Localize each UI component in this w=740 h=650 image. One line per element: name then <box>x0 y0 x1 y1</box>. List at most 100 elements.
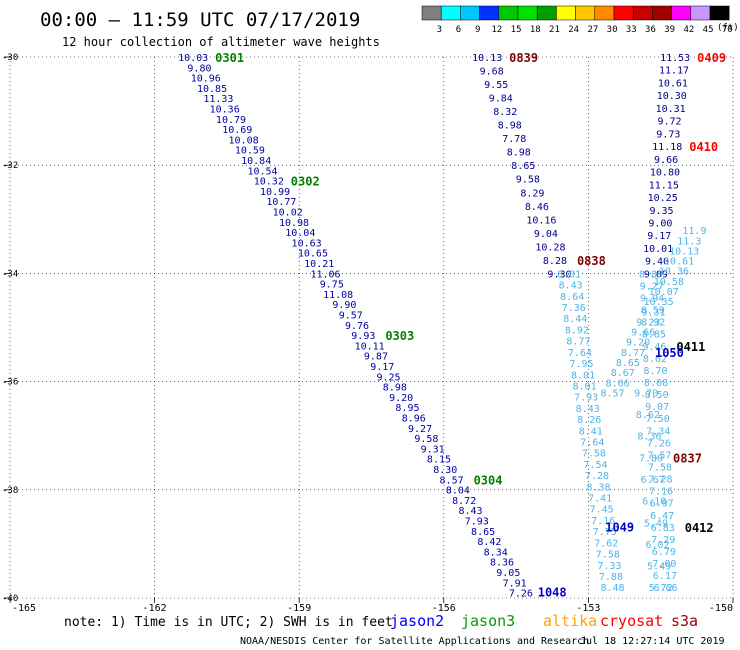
y-tick-label: -34 <box>2 269 18 279</box>
pass-time-label: 0303 <box>385 329 414 343</box>
swh-value: 10.69 <box>222 125 252 136</box>
swh-value: 7.58 <box>596 550 620 561</box>
swh-value: 10.54 <box>247 166 277 177</box>
swh-value: 10.77 <box>266 197 296 208</box>
swh-value: 9.76 <box>345 321 369 332</box>
swh-value: 7.80 <box>639 453 663 464</box>
swh-value: 10.99 <box>260 187 290 198</box>
swh-value: 11.08 <box>323 290 353 301</box>
swh-value: 8.29 <box>520 188 544 199</box>
swh-value: 10.13 <box>669 246 699 257</box>
swh-value: 6.67 <box>641 475 665 486</box>
swh-value: 9.55 <box>484 80 508 91</box>
swh-value: 9.46 <box>642 342 666 353</box>
swh-value: 7.64 <box>580 437 604 448</box>
legend-tick-label: 12 <box>491 25 502 35</box>
swh-value: 8.48 <box>600 583 624 594</box>
swh-value: 9.93 <box>351 331 375 342</box>
swh-value: 8.30 <box>433 465 457 476</box>
swh-value: 6.66 <box>653 583 677 594</box>
swh-value: 11.06 <box>310 269 340 280</box>
satellite-s3a-label: s3a <box>671 612 698 630</box>
swh-value: 9.57 <box>339 310 363 321</box>
swh-value: 9.30 <box>547 269 571 280</box>
legend-tick-label: 70 <box>722 25 733 35</box>
swh-value: 10.85 <box>197 84 227 95</box>
swh-value: 9.75 <box>320 280 344 291</box>
swh-value: 10.04 <box>285 228 315 239</box>
legend-tick-label: 15 <box>511 25 522 35</box>
swh-value: 9.20 <box>389 393 413 404</box>
swh-value: 7.16 <box>591 516 615 527</box>
pass-time-label: 0409 <box>697 51 726 65</box>
swh-value: 9.31 <box>641 307 665 318</box>
footer-credit: NOAA/NESDIS Center for Satellite Applica… <box>240 636 589 647</box>
swh-value: 8.65 <box>471 527 495 538</box>
legend-tick-label: 45 <box>703 25 714 35</box>
swh-value: 8.28 <box>543 256 567 267</box>
swh-value: 9.94 <box>640 294 664 305</box>
swh-value: 9.70 <box>634 388 658 399</box>
swh-value: 7.62 <box>594 538 618 549</box>
legend-swatch <box>632 5 653 21</box>
swh-value: 8.98 <box>498 121 522 132</box>
swh-value: 10.25 <box>648 193 678 204</box>
swh-value: 6.10 <box>642 497 666 508</box>
legend-tick-label: 42 <box>683 25 694 35</box>
legend-swatch <box>556 5 576 21</box>
chart-subtitle: 12 hour collection of altimeter wave hei… <box>62 35 380 49</box>
swh-value: 9.40 <box>645 257 669 268</box>
swh-value: 8.70 <box>643 366 667 377</box>
chart-title: 00:00 – 11:59 UTC 07/17/2019 <box>40 9 360 31</box>
legend-tick-label: 30 <box>607 25 618 35</box>
footer-note: note: 1) Time is in UTC; 2) SWH is in fe… <box>64 615 393 630</box>
swh-value: 11.9 <box>682 226 706 237</box>
swh-value: 8.62 <box>636 410 660 421</box>
swh-value: 11.3 <box>677 236 701 247</box>
swh-value: 8.89 <box>639 269 663 280</box>
pass-time-label: 0838 <box>577 254 606 268</box>
swh-value: 9.00 <box>648 218 672 229</box>
swh-value: 5.49 <box>647 562 671 573</box>
swh-value: 9.35 <box>650 206 674 217</box>
swh-value: 7.64 <box>568 348 592 359</box>
swh-value: 8.46 <box>525 202 549 213</box>
swh-value: 7.45 <box>590 505 614 516</box>
swh-value: 10.02 <box>273 207 303 218</box>
swh-value: 8.65 <box>511 161 535 172</box>
swh-value: 9.17 <box>647 231 671 242</box>
swh-value: 7.29 <box>651 535 675 546</box>
legend-swatch <box>652 5 672 21</box>
y-tick-label: -32 <box>2 161 18 171</box>
legend-tick-label: 24 <box>568 25 579 35</box>
satellite-jason2-label: jason2 <box>390 612 444 630</box>
swh-value: 7.28 <box>585 471 609 482</box>
swh-value: 8.66 <box>606 378 630 389</box>
legend-tick-label: 33 <box>626 25 637 35</box>
swh-value: 8.08 <box>644 378 668 389</box>
swh-value: 7.78 <box>502 134 526 145</box>
swh-value: 10.03 <box>178 53 208 64</box>
swh-value: 9.66 <box>631 328 655 339</box>
swh-value: 10.11 <box>355 341 385 352</box>
swh-value: 8.62 <box>643 354 667 365</box>
swh-value: 8.43 <box>576 404 600 415</box>
swh-value: 10.65 <box>298 249 328 260</box>
swh-value: 11.53 <box>660 53 690 64</box>
pass-time-label: 0302 <box>291 175 320 189</box>
swh-value: 10.98 <box>279 218 309 229</box>
swh-value: 8.59 <box>641 306 665 317</box>
swh-value: 8.15 <box>427 455 451 466</box>
legend-tick-label: 27 <box>587 25 598 35</box>
swh-value: 8.77 <box>621 348 645 359</box>
swh-value: 7.16 <box>649 487 673 498</box>
swh-value: 9.58 <box>414 434 438 445</box>
x-tick-label: -159 <box>287 603 311 614</box>
swh-value: 10.28 <box>535 242 565 253</box>
swh-value: 7.26 <box>647 438 671 449</box>
pass-time-label: 0412 <box>685 521 714 535</box>
swh-value: 11.15 <box>649 180 679 191</box>
swh-value: 10.79 <box>216 115 246 126</box>
swh-value: 8.36 <box>637 432 661 443</box>
